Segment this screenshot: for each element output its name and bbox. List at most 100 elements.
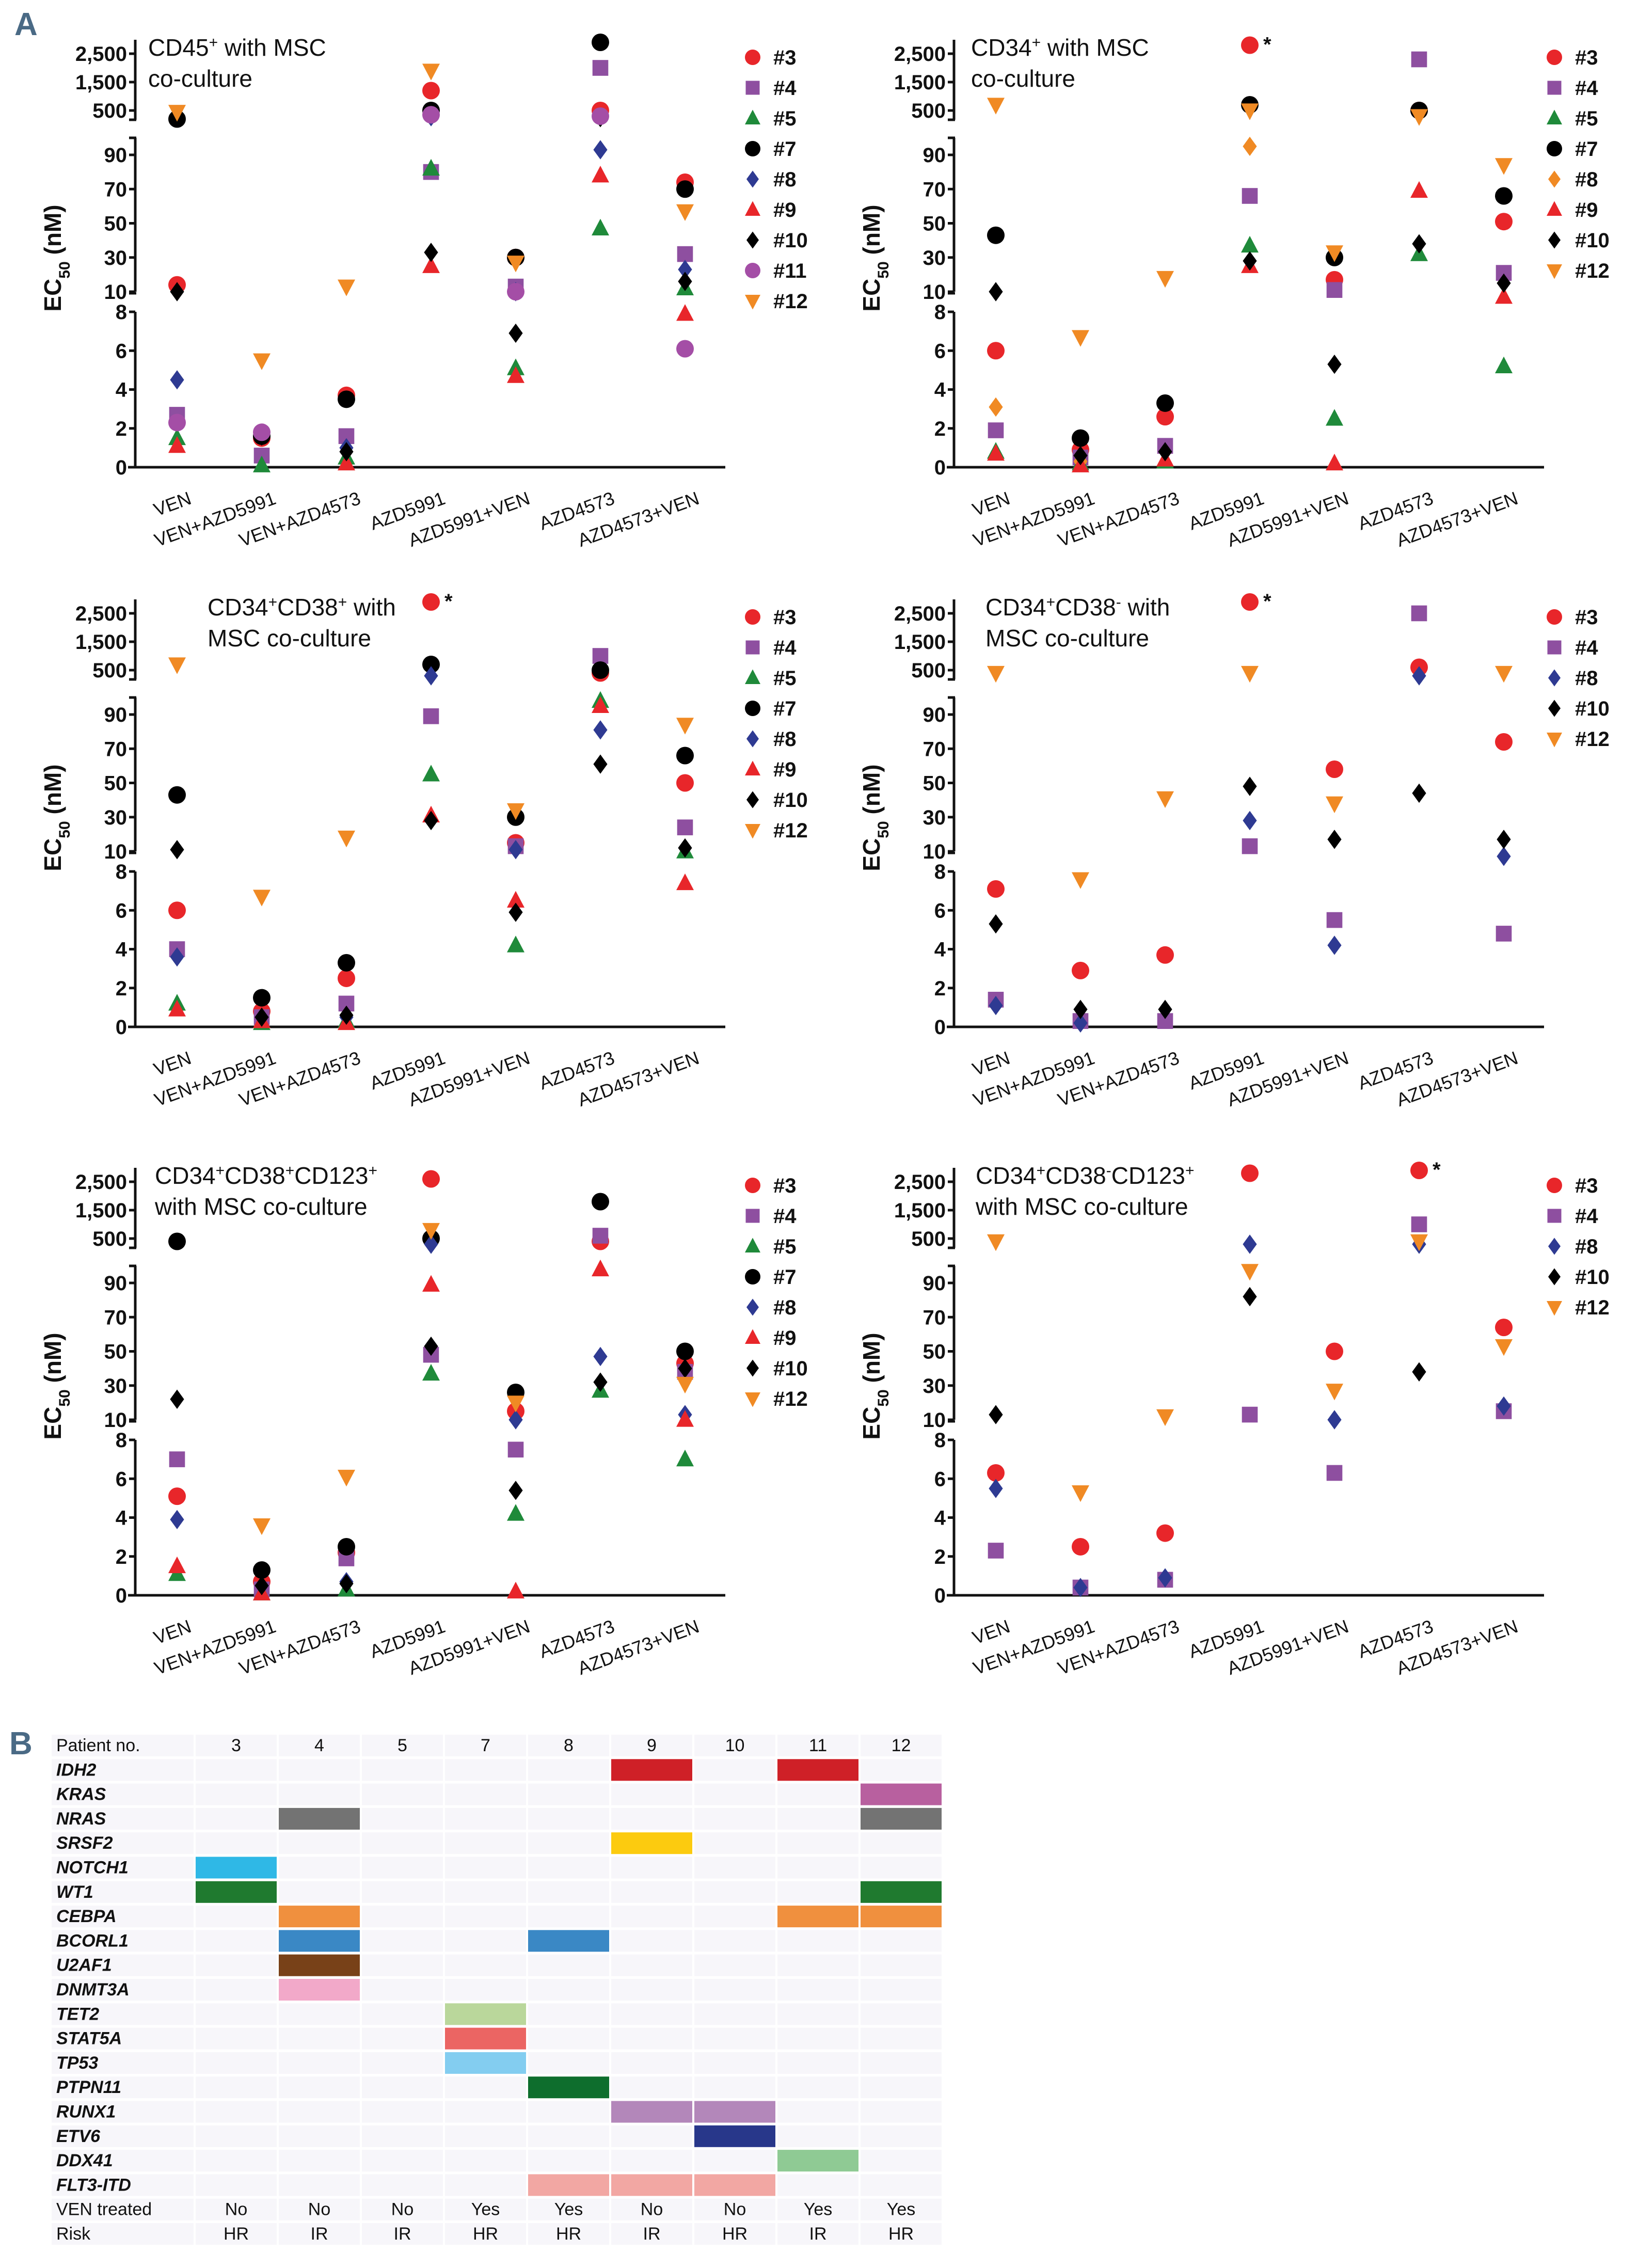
data-point — [593, 754, 608, 774]
row-label: WT1 — [56, 1882, 93, 1902]
legend-marker — [1547, 1178, 1562, 1193]
y-axis-label-part: (nM) — [858, 204, 885, 261]
row-label-cell — [52, 1735, 194, 1756]
row-label: PTPN11 — [56, 2077, 121, 2097]
table-cell — [196, 1735, 277, 1756]
data-point — [989, 397, 1003, 417]
data-point — [676, 747, 694, 765]
data-point — [1327, 354, 1342, 374]
data-point — [1410, 181, 1428, 198]
data-point — [1326, 796, 1343, 813]
y-tick-label: 0 — [116, 1584, 127, 1607]
table-cell — [861, 1857, 942, 1879]
y-tick-label: 90 — [923, 144, 946, 167]
chart-title-part: co-culture — [971, 65, 1075, 92]
mutation-cell — [861, 1807, 942, 1830]
y-tick-label: 6 — [116, 340, 127, 362]
panel-a-charts: CD45+ with MSC co-culture0246810305070905… — [39, 34, 1610, 1679]
data-point — [1241, 235, 1259, 253]
table-cell — [362, 2076, 443, 2099]
row-label-cell — [52, 1807, 194, 1830]
legend-label: #5 — [1575, 107, 1598, 130]
table-cell — [777, 1881, 858, 1903]
table-cell — [445, 1857, 526, 1879]
mutation-cell — [611, 2101, 692, 2123]
legend-label: #7 — [773, 1266, 797, 1289]
data-point — [676, 1449, 694, 1467]
legend-label: #12 — [1575, 260, 1610, 282]
gene-row: WT1 — [52, 1881, 942, 1903]
legend-label: #4 — [1575, 77, 1598, 100]
y-tick-label: 1,500 — [75, 71, 127, 94]
chart-title-part: + — [285, 1162, 295, 1179]
data-point — [168, 1232, 186, 1250]
gene-row: CEBPA — [52, 1906, 942, 1928]
data-point — [1410, 109, 1428, 126]
data-point — [170, 1510, 184, 1529]
data-point — [1242, 838, 1258, 854]
data-point — [676, 204, 694, 221]
y-axis-label: EC50 (nM) — [858, 1333, 892, 1439]
table-cell — [694, 2076, 775, 2099]
table-cell — [362, 1930, 443, 1952]
significance-star: * — [1433, 1159, 1441, 1181]
chart-title: CD34+CD38- with MSC co-culture — [985, 594, 1170, 652]
legend-label: #8 — [773, 728, 797, 751]
data-point — [338, 279, 355, 296]
table-cell — [445, 1832, 526, 1854]
row-label: FLT3-ITD — [56, 2175, 131, 2195]
cell-text: HR — [556, 2224, 581, 2244]
chart-title-part: - — [1116, 594, 1121, 611]
table-cell — [362, 1735, 443, 1756]
mutation-cell — [611, 2174, 692, 2196]
gene-row: PTPN11 — [52, 2076, 942, 2099]
gene-row: FLT3-ITD — [52, 2174, 942, 2196]
table-cell — [777, 1735, 858, 1756]
table-cell — [777, 2076, 858, 2099]
row-label: DNMT3A — [56, 1980, 130, 2000]
y-tick-label: 90 — [923, 1272, 946, 1295]
row-label-cell — [52, 2125, 194, 2147]
data-point — [422, 765, 440, 782]
cell-text: Yes — [887, 2200, 915, 2219]
table-cell — [528, 1906, 609, 1928]
data-point — [1242, 188, 1258, 204]
table-cell — [861, 2076, 942, 2099]
table-cell — [777, 1832, 858, 1854]
data-point — [593, 720, 608, 740]
table-cell — [528, 2052, 609, 2074]
row-label-cell — [52, 1832, 194, 1854]
data-point — [592, 107, 609, 125]
data-point — [1073, 1000, 1088, 1019]
table-cell — [445, 2101, 526, 2123]
table-cell — [445, 2174, 526, 2196]
row-label: NRAS — [56, 1809, 106, 1829]
cell-text: HR — [722, 2224, 748, 2244]
table-cell — [445, 1954, 526, 1976]
data-point — [1497, 1396, 1511, 1416]
legend-marker — [745, 263, 760, 278]
legend-marker — [745, 824, 760, 839]
legend-label: #3 — [773, 606, 797, 629]
panel-label-a: A — [14, 7, 38, 42]
data-point — [1241, 593, 1259, 611]
table-cell — [362, 2101, 443, 2123]
row-label: SRSF2 — [56, 1833, 113, 1853]
y-axis-label-part: (nM) — [39, 204, 66, 261]
data-points — [168, 593, 694, 1030]
mutation-cell — [777, 1906, 858, 1928]
data-point — [170, 947, 184, 967]
legend-marker — [745, 669, 760, 684]
y-tick-label: 10 — [104, 840, 128, 863]
table-cell — [196, 1807, 277, 1830]
y-axis-label-part: EC — [39, 838, 66, 871]
y-tick-label: 2 — [934, 418, 946, 440]
panel-b-mutation-table: Patient no. 3 4 5 7 8 9 10 11 12 IDH2 KRAS NRAS SRSF2… — [52, 1735, 942, 2245]
cell-text: 10 — [725, 1736, 745, 1755]
y-tick-label: 2 — [116, 418, 127, 440]
row-label-cell — [52, 1930, 194, 1952]
data-point — [424, 811, 438, 831]
table-cell — [528, 1881, 609, 1903]
data-point — [508, 1481, 523, 1500]
table-cell — [445, 1783, 526, 1805]
